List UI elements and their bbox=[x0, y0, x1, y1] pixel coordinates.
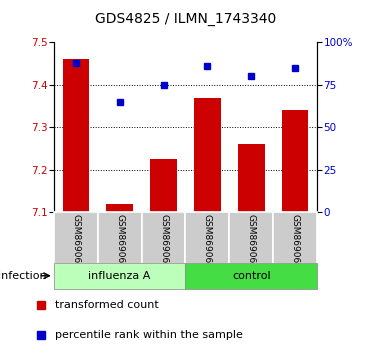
Text: GSM869068: GSM869068 bbox=[291, 215, 300, 269]
Bar bbox=[54, 212, 98, 264]
Text: GSM869069: GSM869069 bbox=[159, 215, 168, 269]
Bar bbox=[238, 144, 265, 212]
Bar bbox=[273, 212, 317, 264]
Text: transformed count: transformed count bbox=[55, 300, 159, 310]
Bar bbox=[194, 98, 221, 212]
Text: influenza A: influenza A bbox=[88, 271, 151, 281]
Text: control: control bbox=[232, 271, 271, 281]
Text: GSM869067: GSM869067 bbox=[115, 215, 124, 269]
Bar bbox=[63, 59, 89, 212]
Text: GSM869066: GSM869066 bbox=[247, 215, 256, 269]
Text: percentile rank within the sample: percentile rank within the sample bbox=[55, 330, 243, 341]
Bar bbox=[282, 110, 308, 212]
Bar bbox=[186, 263, 317, 289]
Text: GSM869065: GSM869065 bbox=[71, 215, 80, 269]
Bar bbox=[229, 212, 273, 264]
Bar bbox=[54, 263, 185, 289]
Bar bbox=[186, 212, 229, 264]
Bar bbox=[142, 212, 186, 264]
Bar bbox=[106, 204, 133, 212]
Bar bbox=[150, 159, 177, 212]
Bar bbox=[98, 212, 142, 264]
Text: GDS4825 / ILMN_1743340: GDS4825 / ILMN_1743340 bbox=[95, 12, 276, 27]
Text: infection: infection bbox=[0, 271, 46, 281]
Text: GSM869064: GSM869064 bbox=[203, 215, 212, 269]
